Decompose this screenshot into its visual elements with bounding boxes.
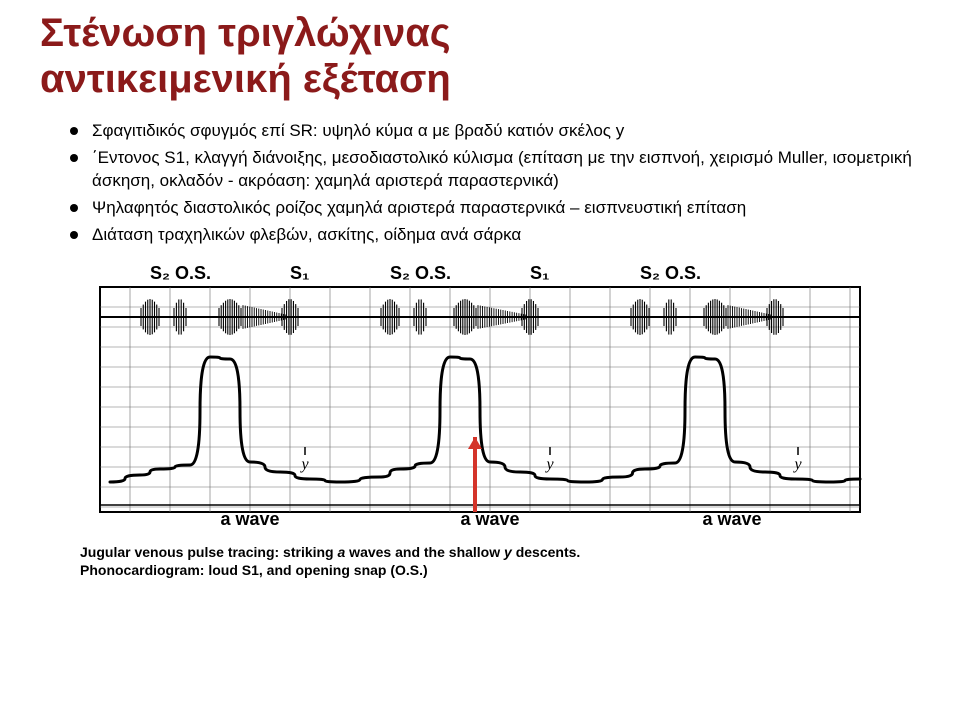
caption-text: descents.	[512, 544, 580, 560]
svg-text:S₂ O.S.: S₂ O.S.	[150, 263, 211, 283]
bullet-item: Ψηλαφητός διαστολικός ροίζος χαμηλά αρισ…	[70, 197, 920, 220]
bullet-list: Σφαγιτιδικός σφυγμός επί SR: υψηλό κύμα …	[70, 120, 920, 247]
page-title: Στένωση τριγλώχινας αντικειμενική εξέτασ…	[40, 10, 920, 102]
title-line-1: Στένωση τριγλώχινας	[40, 11, 451, 55]
figure: S₂ O.S. S₁ S₂ O.S. S₁ S₂ O.S. y y y a wave a wave…	[80, 257, 880, 579]
bullet-item: ΄Εντονος S1, κλαγγή διάνοιξης, μεσοδιαστ…	[70, 147, 920, 193]
bullet-text: ΄Εντονος S1, κλαγγή διάνοιξης, μεσοδιαστ…	[92, 148, 912, 190]
svg-text:a wave: a wave	[702, 509, 761, 529]
bullet-text: Σφαγιτιδικός σφυγμός επί SR: υψηλό κύμα …	[92, 121, 624, 140]
svg-text:y: y	[299, 456, 309, 473]
figure-caption: Jugular venous pulse tracing: striking a…	[80, 543, 880, 579]
svg-text:S₂ O.S.: S₂ O.S.	[390, 263, 451, 283]
bullet-item: Διάταση τραχηλικών φλεβών, ασκίτης, οίδη…	[70, 224, 920, 247]
svg-text:S₁: S₁	[530, 263, 549, 283]
caption-text: Phonocardiogram: loud S1, and opening sn…	[80, 562, 428, 578]
svg-text:y: y	[792, 456, 802, 473]
svg-text:a wave: a wave	[460, 509, 519, 529]
slide: Στένωση τριγλώχινας αντικειμενική εξέτασ…	[0, 0, 960, 703]
bullet-item: Σφαγιτιδικός σφυγμός επί SR: υψηλό κύμα …	[70, 120, 920, 143]
jvp-phono-tracing: S₂ O.S. S₁ S₂ O.S. S₁ S₂ O.S. y y y a wave a wave…	[80, 257, 880, 537]
svg-text:a wave: a wave	[220, 509, 279, 529]
bullet-text: Διάταση τραχηλικών φλεβών, ασκίτης, οίδη…	[92, 225, 521, 244]
title-line-2: αντικειμενική εξέταση	[40, 57, 451, 101]
svg-text:y: y	[544, 456, 554, 473]
svg-text:S₁: S₁	[290, 263, 309, 283]
caption-text: waves and the shallow	[345, 544, 504, 560]
caption-italic-y: y	[504, 544, 512, 560]
bullet-text: Ψηλαφητός διαστολικός ροίζος χαμηλά αρισ…	[92, 198, 746, 217]
svg-text:S₂ O.S.: S₂ O.S.	[640, 263, 701, 283]
caption-text: Jugular venous pulse tracing: striking	[80, 544, 338, 560]
